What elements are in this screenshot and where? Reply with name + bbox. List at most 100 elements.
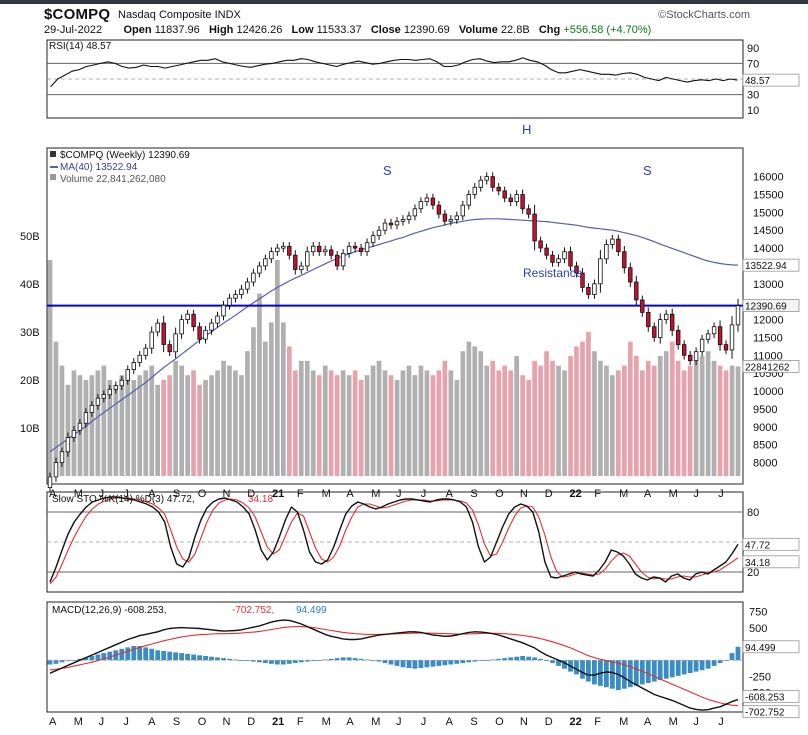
macd-histogram-bar [430, 660, 436, 667]
macd-histogram-bar [119, 648, 125, 661]
close-label: Close [370, 24, 401, 36]
macd-histogram-bar [454, 660, 460, 664]
price-candle [293, 254, 298, 270]
price-tick-label: 8000 [753, 458, 777, 470]
macd-line [49, 619, 739, 711]
macd-histogram-bar [125, 647, 131, 661]
price-candle [233, 294, 238, 299]
volume-bar [316, 375, 322, 476]
volume-bar [448, 370, 454, 476]
price-candle [47, 476, 53, 488]
price-candle [215, 315, 220, 324]
price-candle [358, 247, 364, 253]
macd-histogram-bar [502, 658, 508, 661]
chart-header: $COMPQ Nasdaq Composite INDX ©StockChart… [0, 4, 808, 36]
price-candle [263, 258, 268, 267]
volume-bar [275, 260, 280, 476]
month-axis-label: 22 [570, 716, 582, 728]
price-candle [652, 326, 657, 338]
volume-bar [693, 360, 699, 476]
volume-bar [263, 341, 268, 476]
macd-histogram-bar [394, 660, 400, 666]
month-axis-label: 21 [272, 488, 284, 500]
price-tick-label: 9500 [753, 404, 777, 416]
volume-bar [173, 360, 178, 476]
volume-bar [520, 375, 525, 476]
macd-hist-current-label-box [742, 640, 800, 654]
volume-bar [143, 370, 149, 476]
macd-histogram-bar [424, 660, 430, 668]
price-candle [125, 369, 130, 381]
volume-bar [119, 375, 125, 476]
price-candle [203, 329, 208, 340]
volume-bar [568, 356, 573, 476]
price-candle [442, 213, 448, 222]
volume-bar [711, 360, 717, 476]
price-tick-label: 11500 [753, 332, 783, 344]
macd-histogram-bar [334, 658, 340, 661]
volume-bar [71, 370, 77, 476]
macd-current-label: -608.253 [745, 693, 785, 704]
open-label: Open [123, 24, 152, 36]
macd-histogram-bar [65, 660, 71, 661]
volume-bar [412, 375, 418, 476]
macd-histogram-bar [89, 656, 95, 661]
price-candle [568, 251, 573, 267]
volume-bar [466, 341, 472, 476]
ma-legend: MA(40) 13522.94 [60, 162, 138, 173]
volume-bar [328, 370, 334, 476]
macd-histogram-bar [59, 660, 65, 663]
price-candle [310, 245, 316, 253]
volume-bar [161, 380, 166, 476]
price-candle [412, 208, 418, 217]
macd-histogram-bar [340, 657, 346, 661]
price-candle [735, 305, 741, 326]
macd-histogram-bar [735, 646, 741, 661]
price-candle [699, 338, 705, 353]
price-candle [580, 272, 585, 288]
price-candle [514, 194, 519, 202]
volume-bar [634, 356, 639, 476]
volume-bar [334, 375, 340, 476]
volume-bar [287, 346, 292, 476]
volume-bar [622, 365, 627, 476]
price-candle [71, 429, 77, 438]
price-candle [346, 245, 352, 254]
macd-histogram-bar [149, 648, 155, 661]
macd-tick-label: 750 [749, 607, 767, 619]
price-candle [143, 347, 148, 356]
macd-histogram-bar [107, 651, 113, 661]
month-axis-label: O [198, 716, 207, 728]
volume-bar [723, 370, 729, 476]
volume-bar [406, 365, 412, 476]
price-candle [299, 265, 304, 270]
price-candle [131, 362, 136, 370]
macd-histogram-bar [639, 660, 645, 685]
price-candle [693, 351, 699, 362]
month-axis-label: O [198, 488, 207, 500]
month-axis-label: J [99, 488, 105, 500]
macd-histogram-bar [514, 656, 520, 661]
month-axis-label: F [594, 488, 601, 500]
volume-bar [346, 375, 352, 476]
price-candle [221, 304, 226, 317]
volume-tick-label: 40B [20, 279, 40, 291]
price-candle [556, 258, 561, 263]
volume-bar [604, 365, 609, 476]
price-tick-label: 16000 [753, 172, 784, 184]
price-candle [83, 412, 89, 424]
volume-value: 22.8B [500, 24, 530, 36]
month-axis-label: A [148, 716, 156, 728]
month-axis-label: O [495, 488, 504, 500]
price-candle [574, 265, 579, 274]
price-candle [418, 201, 424, 210]
low-label: Low [291, 24, 314, 36]
month-axis-label: J [123, 488, 129, 500]
price-candle [197, 326, 202, 340]
volume-bar [645, 360, 651, 476]
price-candle [406, 215, 412, 220]
macd-signal-current-label: -702.752 [745, 708, 785, 719]
macd-histogram-bar [286, 660, 292, 664]
volume-tick-label: 10B [20, 423, 40, 435]
macd-histogram-bar [508, 657, 514, 661]
